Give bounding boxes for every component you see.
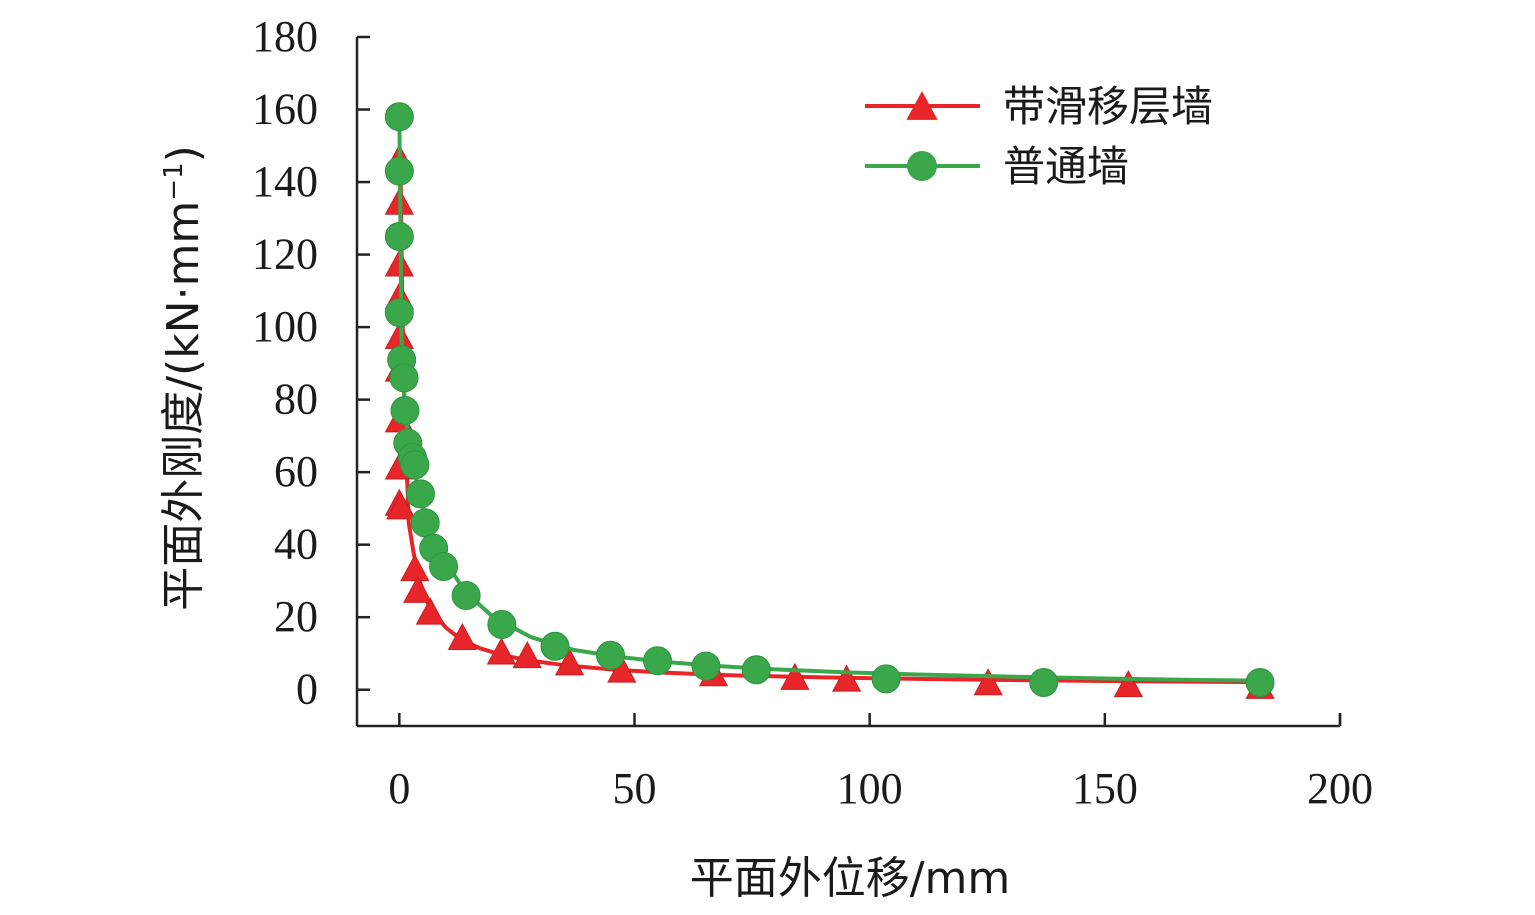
y-tick-label: 100	[252, 302, 318, 351]
data-point	[447, 622, 477, 650]
y-tick-label: 160	[252, 85, 318, 134]
data-point	[486, 637, 517, 665]
x-tick-label: 150	[1072, 764, 1138, 813]
series-line-1	[398, 182, 1261, 685]
y-tick-label: 80	[274, 375, 318, 424]
data-point	[384, 156, 414, 186]
data-point	[405, 479, 435, 509]
data-point	[384, 221, 414, 251]
data-point	[386, 492, 416, 520]
data-point	[415, 597, 446, 625]
x-tick-label: 50	[612, 764, 656, 813]
legend-item-1: 带滑移层墙	[865, 82, 1213, 131]
legend-item-2: 普通墙	[865, 142, 1129, 191]
y-tick-label: 140	[252, 157, 318, 206]
y-tick-label: 120	[252, 230, 318, 279]
series-1	[384, 144, 1275, 699]
y-axis-title-sup: −1	[159, 162, 189, 200]
y-tick-label: 60	[274, 447, 318, 496]
series-2	[384, 102, 1275, 697]
data-point	[384, 102, 414, 132]
data-point	[973, 668, 1003, 696]
y-tick-label: 0	[296, 665, 318, 714]
x-tick-label: 200	[1307, 764, 1373, 813]
data-point	[390, 396, 420, 426]
data-point	[403, 575, 433, 603]
data-point	[871, 664, 901, 694]
y-axis-title: 平面外刚度/(kN·mm−1)	[158, 145, 209, 611]
data-point	[741, 655, 771, 685]
tick-labels: 0 20 40 60 80 100 120 140 160 180 0 50 100 150 200	[252, 12, 1373, 813]
data-point	[429, 551, 459, 581]
series-line-2	[397, 116, 1261, 683]
axes	[355, 35, 1342, 728]
data-point	[596, 640, 626, 670]
y-axis-title-main: 平面外刚度/(kN·mm	[158, 201, 209, 611]
series-group	[384, 102, 1275, 699]
data-point	[554, 648, 585, 676]
y-axis-title-close: )	[158, 145, 209, 162]
data-point	[1113, 670, 1143, 698]
data-point	[451, 580, 481, 610]
data-point	[831, 664, 862, 692]
data-point	[607, 655, 637, 683]
data-point	[512, 641, 542, 669]
legend-label: 带滑移层墙	[1003, 82, 1213, 131]
legend-marker	[907, 151, 937, 181]
y-tick-label: 20	[274, 592, 318, 641]
x-axis-title: 平面外位移/mm	[690, 853, 1011, 904]
data-point	[643, 646, 673, 676]
data-point	[691, 651, 721, 681]
data-point	[487, 609, 517, 639]
x-tick-label: 0	[388, 764, 410, 813]
data-point	[410, 508, 440, 538]
data-point	[384, 298, 414, 328]
y-tick-label: 40	[274, 520, 318, 569]
data-point	[1029, 667, 1059, 697]
legend-marker	[906, 91, 938, 120]
data-point	[780, 662, 810, 690]
data-point	[1245, 667, 1275, 697]
data-point	[540, 631, 570, 661]
x-tick-label: 100	[837, 764, 903, 813]
y-tick-label: 180	[252, 12, 318, 61]
data-point	[400, 554, 430, 582]
legend-label: 普通墙	[1003, 142, 1129, 191]
data-point	[389, 363, 419, 393]
data-point	[400, 450, 430, 480]
